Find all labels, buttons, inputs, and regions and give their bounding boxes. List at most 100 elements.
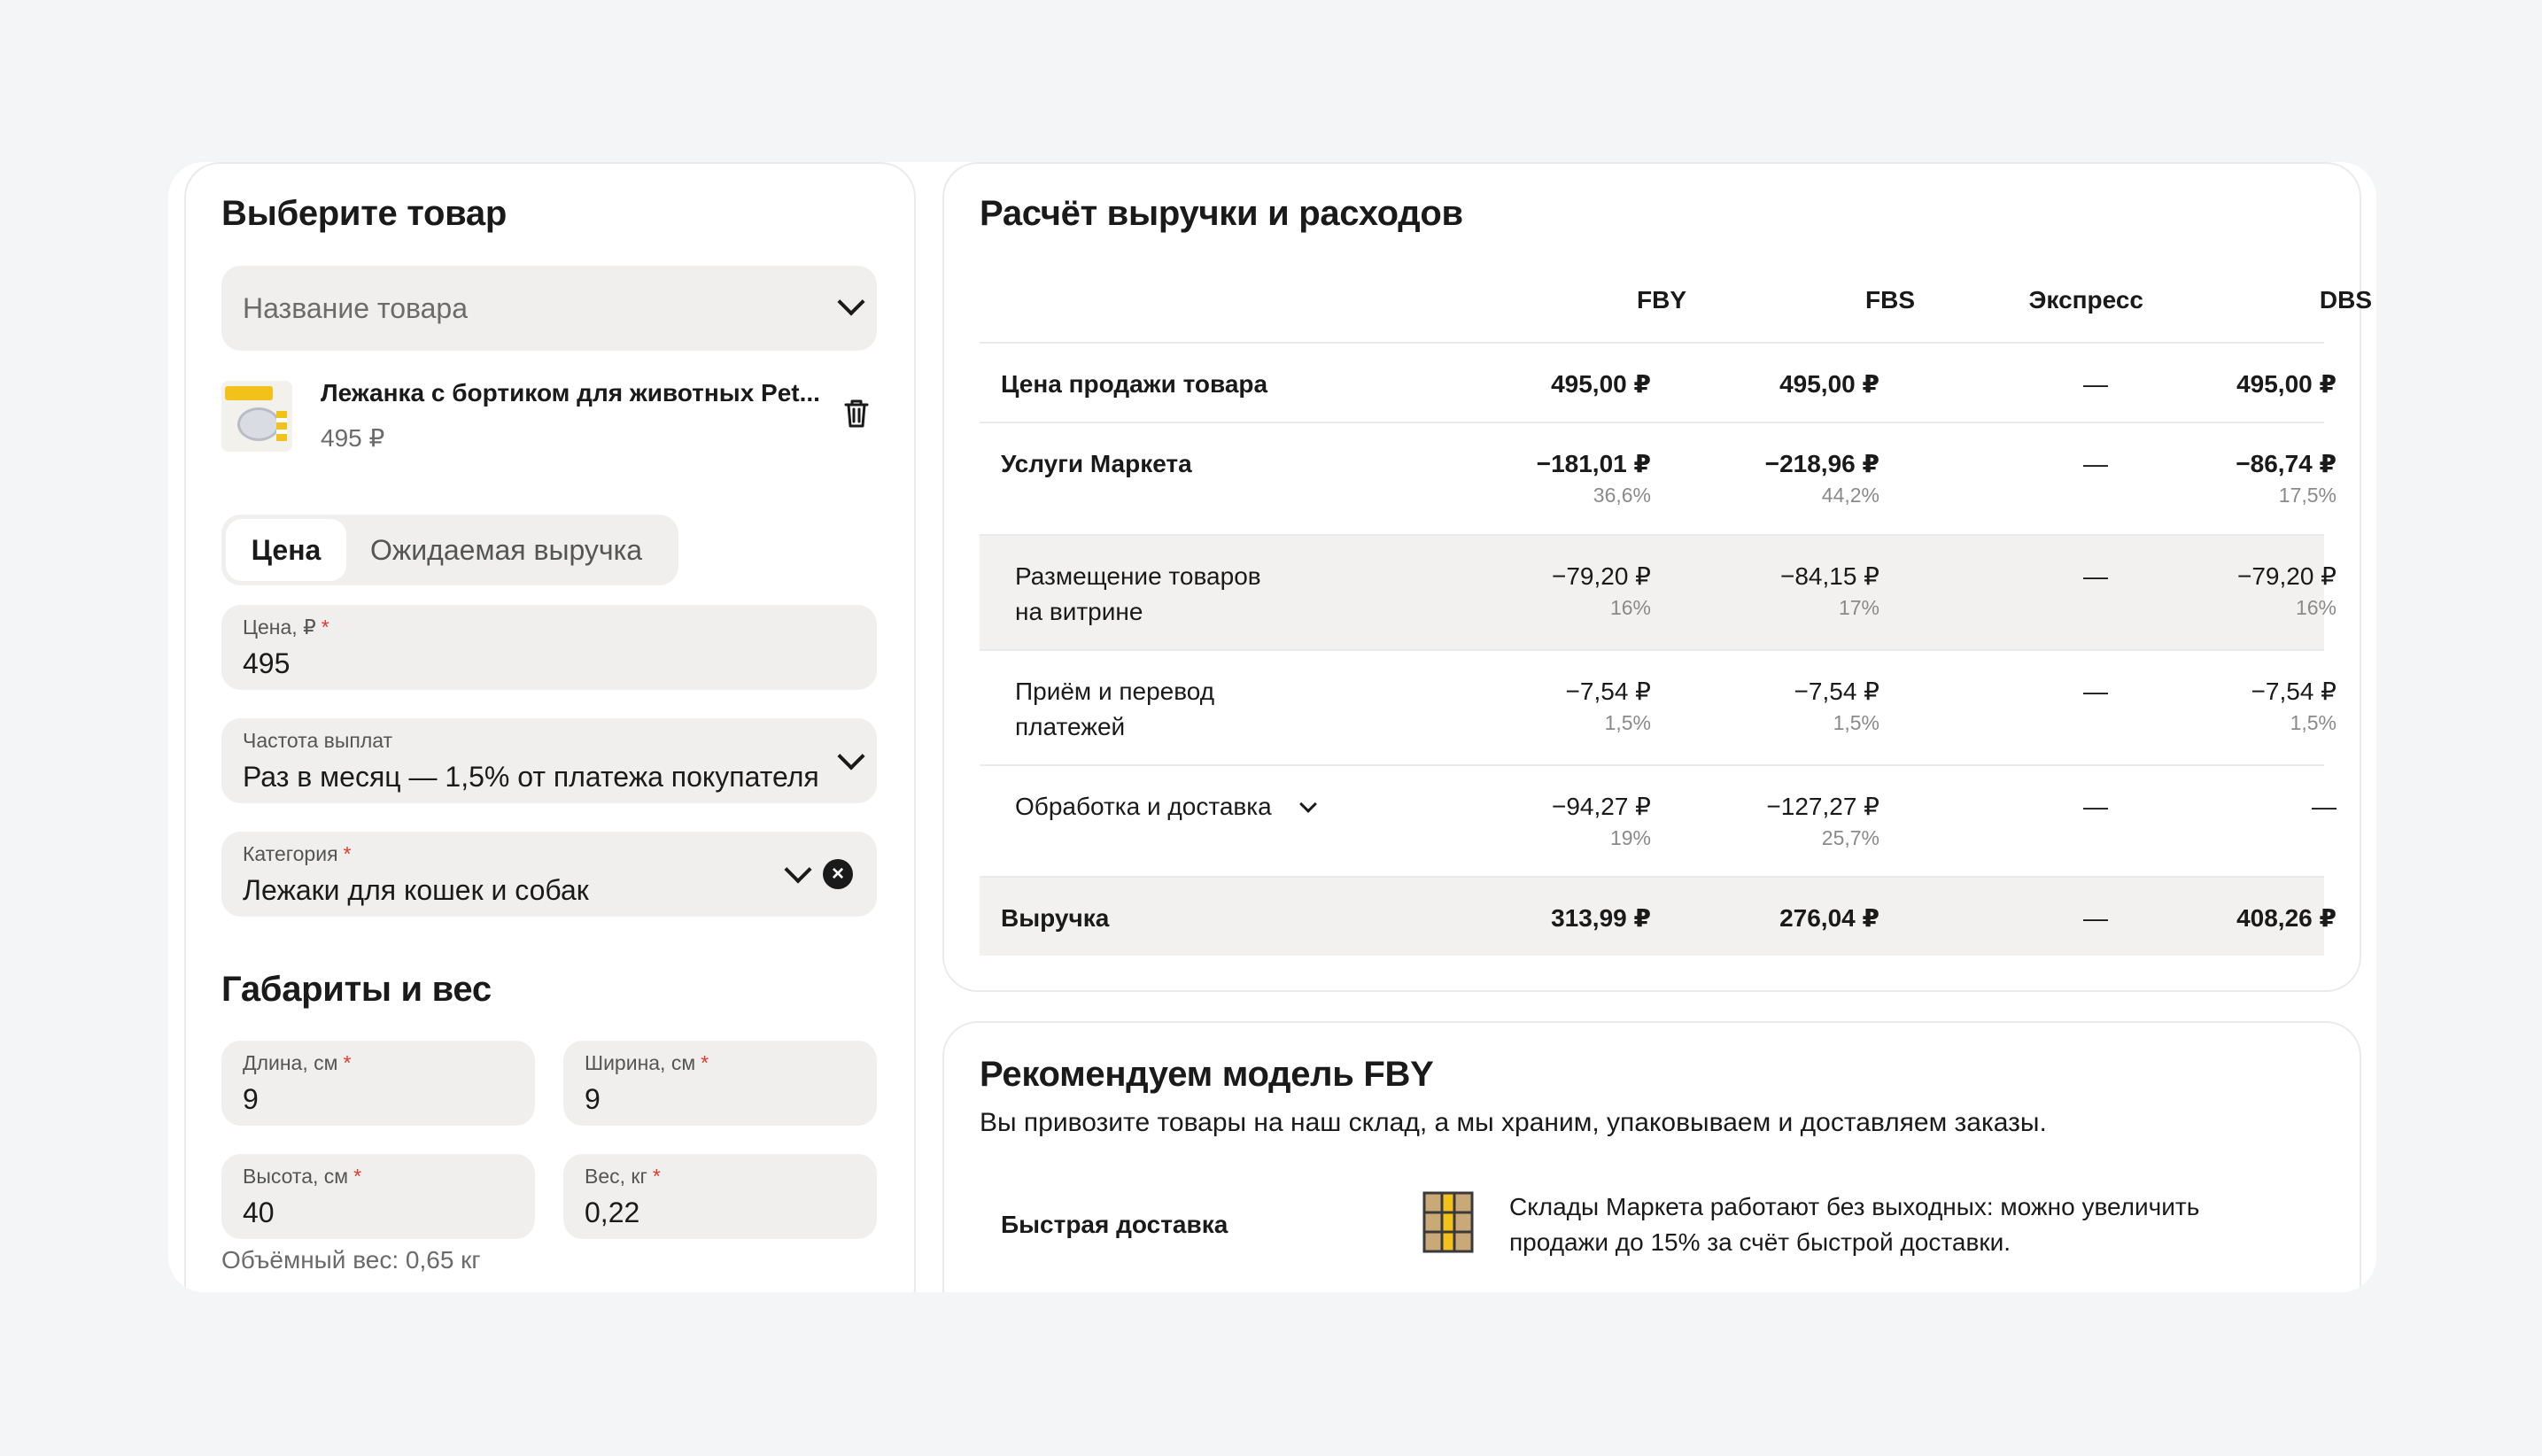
chevron-down-icon bbox=[837, 288, 865, 316]
product-settings-card: Выберите товар Название товара Лежанка с… bbox=[184, 162, 916, 1292]
close-circle-icon[interactable]: × bbox=[823, 859, 853, 889]
height-value: 40 bbox=[243, 1197, 275, 1228]
cell-fbs: −127,27 ₽ bbox=[1766, 793, 1879, 820]
payout-frequency-select[interactable]: Частота выплат Раз в месяц — 1,5% от пла… bbox=[221, 718, 877, 803]
weight-field[interactable]: Вес, кг * 0,22 bbox=[563, 1154, 877, 1239]
cell-fby: −94,27 ₽ bbox=[1551, 793, 1651, 820]
width-label: Ширина, см bbox=[585, 1051, 696, 1074]
weight-value: 0,22 bbox=[585, 1197, 640, 1228]
cell-fbs: −7,54 ₽ bbox=[1794, 678, 1879, 705]
table-row: Размещение товаров на витрине −79,20 ₽ 16… bbox=[980, 534, 2337, 649]
column-header-fbs: FBS bbox=[1865, 286, 1915, 314]
product-thumbnail bbox=[221, 381, 292, 452]
cell-fby-percent: 36,6% bbox=[1593, 484, 1651, 507]
chevron-down-icon bbox=[837, 742, 865, 771]
row-label-line1: Приём и перевод bbox=[1015, 678, 1215, 705]
table-row: Услуги Маркета −181,01 ₽ 36,6% −218,96 ₽ 4… bbox=[980, 422, 2337, 534]
cell-fbs: 276,04 ₽ bbox=[1779, 904, 1879, 932]
chevron-down-icon bbox=[784, 856, 812, 884]
cell-fbs: −218,96 ₽ bbox=[1764, 450, 1879, 477]
cell-fby: −7,54 ₽ bbox=[1565, 678, 1651, 705]
column-header-fby: FBY bbox=[1637, 286, 1686, 314]
cell-fbs: 495,00 ₽ bbox=[1779, 370, 1879, 398]
price-field[interactable]: Цена, ₽ * 495 bbox=[221, 605, 877, 690]
chevron-down-icon[interactable] bbox=[1299, 795, 1317, 813]
weight-label: Вес, кг bbox=[585, 1165, 647, 1188]
pricing-mode-switch: Цена Ожидаемая выручка bbox=[221, 515, 678, 585]
tab-price[interactable]: Цена bbox=[226, 519, 346, 581]
cell-fby: −79,20 ₽ bbox=[1551, 562, 1651, 590]
length-field[interactable]: Длина, см * 9 bbox=[221, 1041, 535, 1126]
cell-dbs: −7,54 ₽ bbox=[2251, 678, 2337, 705]
row-label[interactable]: Обработка и доставка bbox=[1015, 793, 1272, 820]
tab-expected-revenue[interactable]: Ожидаемая выручка bbox=[370, 534, 643, 566]
product-section-title: Выберите товар bbox=[221, 194, 508, 233]
warehouse-icon bbox=[1422, 1191, 1474, 1253]
height-field[interactable]: Высота, см * 40 bbox=[221, 1154, 535, 1239]
cell-fby-percent: 19% bbox=[1609, 826, 1651, 849]
price-label: Цена, ₽ bbox=[243, 616, 316, 639]
row-label: Услуги Маркета bbox=[1001, 450, 1192, 477]
product-select[interactable]: Название товара bbox=[221, 266, 877, 351]
payout-value: Раз в месяц — 1,5% от платежа покупателя bbox=[243, 761, 819, 793]
category-label: Категория bbox=[243, 842, 338, 865]
cell-fbs-percent: 25,7% bbox=[1821, 826, 1879, 849]
volume-weight-note: Объёмный вес: 0,65 кг bbox=[221, 1246, 481, 1274]
row-label: Цена продажи товара bbox=[1001, 370, 1268, 398]
cell-fby: −181,01 ₽ bbox=[1536, 450, 1651, 477]
column-header-dbs: DBS bbox=[2319, 286, 2372, 314]
dimensions-title: Габариты и вес bbox=[221, 970, 492, 1009]
table-row: Выручка 313,99 ₽ 276,04 ₽ — 408,26 ₽ bbox=[980, 876, 2337, 956]
cell-fby-percent: 1,5% bbox=[1604, 711, 1651, 734]
feature-name: Быстрая доставка bbox=[1001, 1211, 1228, 1238]
row-label-line1: Размещение товаров bbox=[1015, 562, 1261, 590]
cell-dbs-percent: 16% bbox=[2295, 596, 2337, 619]
payout-label: Частота выплат bbox=[243, 729, 393, 752]
row-label: Выручка bbox=[1001, 904, 1110, 932]
length-value: 9 bbox=[243, 1083, 259, 1115]
recommendation-title: Рекомендуем модель FBY bbox=[980, 1055, 1434, 1094]
row-label-line2: на витрине bbox=[1015, 598, 1143, 625]
calc-title: Расчёт выручки и расходов bbox=[980, 194, 1463, 233]
cell-express: — bbox=[2083, 904, 2108, 932]
cell-fby-percent: 16% bbox=[1609, 596, 1651, 619]
cell-express: — bbox=[2083, 370, 2108, 398]
cell-fbs: −84,15 ₽ bbox=[1779, 562, 1879, 590]
table-row: Приём и перевод платежей −7,54 ₽ 1,5% −7,… bbox=[980, 649, 2337, 764]
feature-text: Склады Маркета работают без выходных: мо… bbox=[1509, 1193, 2200, 1256]
width-value: 9 bbox=[585, 1083, 601, 1115]
cell-dbs-percent: 1,5% bbox=[2290, 711, 2337, 734]
cell-fbs-percent: 44,2% bbox=[1821, 484, 1879, 507]
cell-express: — bbox=[2083, 678, 2108, 705]
cell-express: — bbox=[2083, 793, 2108, 820]
cell-fby: 495,00 ₽ bbox=[1551, 370, 1651, 398]
cell-dbs-percent: 17,5% bbox=[2278, 484, 2337, 507]
cell-dbs: 408,26 ₽ bbox=[2236, 904, 2337, 932]
product-name: Лежанка с бортиком для животных Pet... bbox=[321, 379, 820, 407]
recommendation-card: Рекомендуем модель FBY Вы привозите това… bbox=[942, 1021, 2361, 1292]
table-row: Цена продажи товара 495,00 ₽ 495,00 ₽ — … bbox=[980, 342, 2337, 422]
cell-dbs: 495,00 ₽ bbox=[2236, 370, 2337, 398]
cell-dbs: −86,74 ₽ bbox=[2236, 450, 2337, 477]
row-label-line2: платежей bbox=[1015, 713, 1126, 740]
price-value: 495 bbox=[243, 647, 291, 679]
category-select[interactable]: Категория * Лежаки для кошек и собак × bbox=[221, 832, 877, 917]
calculator-panel: Выберите товар Название товара Лежанка с… bbox=[168, 162, 2376, 1292]
product-select-placeholder: Название товара bbox=[243, 292, 469, 324]
product-price: 495 ₽ bbox=[321, 424, 385, 452]
revenue-calc-card: Расчёт выручки и расходов FBY FBS Экспре… bbox=[942, 162, 2372, 992]
cell-fbs-percent: 1,5% bbox=[1833, 711, 1879, 734]
column-header-express: Экспресс bbox=[2028, 286, 2144, 314]
cell-fby: 313,99 ₽ bbox=[1551, 904, 1651, 932]
table-row: Обработка и доставка −94,27 ₽ 19% −127,27… bbox=[980, 764, 2337, 876]
cell-express: — bbox=[2083, 450, 2108, 477]
recommendation-subtitle: Вы привозите товары на наш склад, а мы х… bbox=[980, 1108, 2047, 1137]
cell-express: — bbox=[2083, 562, 2108, 590]
cell-fbs-percent: 17% bbox=[1838, 596, 1879, 619]
trash-icon[interactable] bbox=[843, 399, 870, 429]
cell-dbs: −79,20 ₽ bbox=[2236, 562, 2337, 590]
length-label: Длина, см bbox=[243, 1051, 338, 1074]
cell-dbs: — bbox=[2312, 793, 2337, 820]
category-value: Лежаки для кошек и собак bbox=[243, 874, 589, 906]
width-field[interactable]: Ширина, см * 9 bbox=[563, 1041, 877, 1126]
